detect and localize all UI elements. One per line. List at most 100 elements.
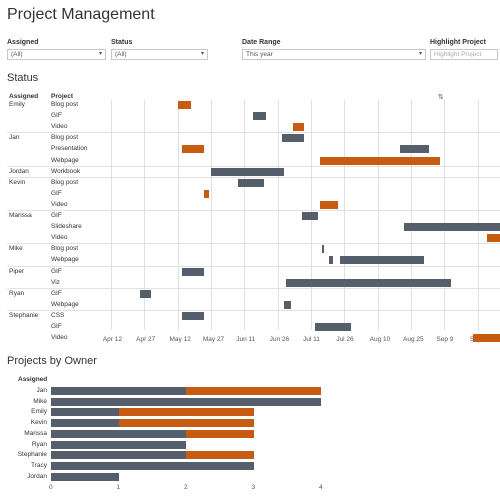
filter-assigned-label: Assigned xyxy=(7,39,39,46)
project-label: GIF xyxy=(51,323,62,330)
assigned-select[interactable]: (All) ▾ xyxy=(7,49,106,60)
group-divider xyxy=(7,287,500,289)
group-divider xyxy=(7,265,500,267)
owner-bar-segment[interactable] xyxy=(51,461,254,470)
project-label: Video xyxy=(51,200,68,208)
filter-assigned: Assigned (All) ▾ xyxy=(7,39,106,60)
project-label: Presentation xyxy=(51,145,88,153)
gantt-bar[interactable] xyxy=(210,167,285,176)
grid-line xyxy=(377,100,379,330)
gantt-bar[interactable] xyxy=(293,123,305,132)
project-label: Viz xyxy=(51,278,60,286)
gantt-bar[interactable] xyxy=(486,234,500,243)
highlight-project-input[interactable]: Highlight Project xyxy=(430,49,498,60)
owner-bar-label: Emily xyxy=(31,408,47,416)
gantt-bar[interactable] xyxy=(284,300,291,309)
project-label: Blog post xyxy=(51,245,79,253)
owner-bar-label: Marissa xyxy=(24,429,47,437)
owner-bar-label: Tracy xyxy=(30,461,47,469)
project-label: GIF xyxy=(51,289,62,297)
gantt-bar[interactable] xyxy=(177,101,191,109)
project-label: CSS xyxy=(51,311,65,319)
gantt-bar[interactable] xyxy=(282,134,305,143)
filter-status: Status (All) ▾ xyxy=(111,39,208,60)
project-label: GIF xyxy=(51,112,62,120)
project-label: Webpage xyxy=(51,156,79,164)
owner-bar-segment[interactable] xyxy=(118,419,254,428)
owner-bar-segment[interactable] xyxy=(51,429,186,438)
chevron-down-icon: ▾ xyxy=(200,51,204,57)
gantt-bar[interactable] xyxy=(328,256,334,265)
gantt-bar[interactable] xyxy=(322,245,325,254)
owner-bar-segment[interactable] xyxy=(186,387,321,395)
page-title: Project Management xyxy=(7,6,155,23)
owner-bar-segment[interactable] xyxy=(51,440,186,449)
date-range-select[interactable]: This year ▾ xyxy=(242,49,426,60)
project-label: Webpage xyxy=(51,300,79,308)
status-title: Status xyxy=(7,72,39,84)
grid-line xyxy=(411,100,413,330)
owner-x-tick: 4 xyxy=(319,484,323,491)
group-divider xyxy=(7,243,500,245)
gantt-bar[interactable] xyxy=(237,178,265,187)
group-divider xyxy=(7,132,500,134)
project-label: GIF xyxy=(51,267,62,275)
x-tick-label: Apr 27 xyxy=(136,336,156,343)
grid-line xyxy=(144,100,146,330)
x-tick-label: Aug 25 xyxy=(403,336,424,343)
grid-line xyxy=(110,100,112,330)
filter-highlight-label: Highlight Project xyxy=(430,39,486,46)
gantt-bar[interactable] xyxy=(181,311,205,320)
gantt-bar[interactable] xyxy=(181,145,205,154)
owner-bar-segment[interactable] xyxy=(51,451,186,460)
gantt-bar[interactable] xyxy=(319,156,440,165)
x-tick-label: Sep 9 xyxy=(436,336,454,343)
project-label: GIF xyxy=(51,189,62,197)
grid-line xyxy=(444,100,446,330)
owner-bar-label: Jordan xyxy=(27,472,47,480)
x-tick-label: Jun 26 xyxy=(269,336,290,343)
gantt-bar[interactable] xyxy=(204,189,209,198)
gantt-bar[interactable] xyxy=(404,223,500,232)
project-label: Blog post xyxy=(51,178,79,186)
gantt-bar[interactable] xyxy=(181,267,205,276)
group-divider xyxy=(7,165,500,167)
gantt-bar[interactable] xyxy=(319,200,338,209)
owner-bar-segment[interactable] xyxy=(51,419,119,428)
project-label: Webpage xyxy=(51,256,79,264)
grid-line xyxy=(177,100,179,330)
x-tick-label: Jun 11 xyxy=(236,336,256,343)
status-col-project: Project xyxy=(51,93,74,100)
status-select[interactable]: (All) ▾ xyxy=(111,49,208,60)
gantt-bar[interactable] xyxy=(339,256,425,265)
group-divider xyxy=(7,210,500,211)
gantt-bar[interactable] xyxy=(399,145,429,154)
owner-bar-segment[interactable] xyxy=(51,397,321,406)
owner-bar-segment[interactable] xyxy=(186,429,254,438)
filter-date-range: Date Range This year ▾ xyxy=(242,39,426,60)
owner-x-tick: 1 xyxy=(116,484,121,491)
owner-bar-segment[interactable] xyxy=(118,408,254,417)
project-label: Workbook xyxy=(51,167,81,175)
owner-label: Jordan xyxy=(9,167,29,175)
owner-bar-label: Mike xyxy=(33,397,47,405)
gantt-bar[interactable] xyxy=(473,334,500,343)
gantt-bar[interactable] xyxy=(139,289,151,298)
owner-bar-segment[interactable] xyxy=(51,387,186,395)
gantt-bar[interactable] xyxy=(286,278,452,287)
gantt-bar[interactable] xyxy=(253,112,267,121)
owner-bar-segment[interactable] xyxy=(51,472,119,481)
grid-line xyxy=(477,100,479,330)
gantt-bar[interactable] xyxy=(302,212,318,220)
sort-icon[interactable]: ⇅ xyxy=(438,94,444,101)
owner-bar-segment[interactable] xyxy=(51,408,119,417)
gantt-bar[interactable] xyxy=(315,323,351,331)
owner-label: Piper xyxy=(9,267,25,275)
filter-date-range-label: Date Range xyxy=(242,39,281,46)
owner-label: Mike xyxy=(9,245,23,253)
project-label: Video xyxy=(51,123,68,131)
owner-bar-segment[interactable] xyxy=(186,451,254,460)
filter-status-label: Status xyxy=(111,39,133,46)
x-tick-label: Aug 10 xyxy=(369,336,391,343)
group-divider xyxy=(7,309,500,311)
